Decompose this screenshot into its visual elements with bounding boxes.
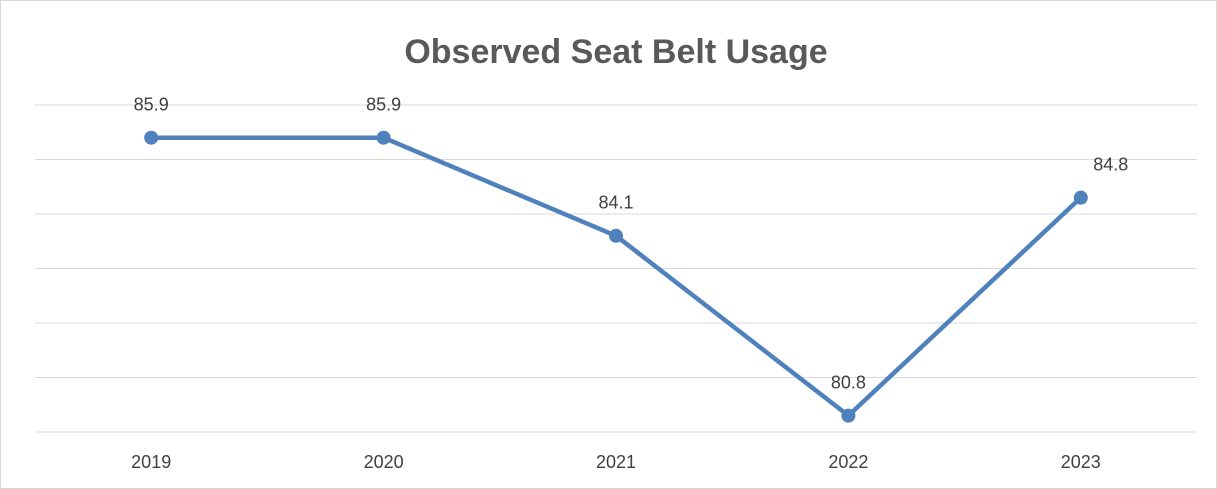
data-label: 84.8 bbox=[1093, 154, 1128, 174]
data-point bbox=[841, 408, 856, 423]
chart-title: Observed Seat Belt Usage bbox=[404, 33, 827, 71]
data-point bbox=[609, 228, 623, 243]
x-tick-label: 2021 bbox=[596, 452, 636, 472]
x-tick-label: 2019 bbox=[131, 452, 171, 472]
x-tick-label: 2023 bbox=[1061, 452, 1101, 472]
data-point bbox=[376, 130, 391, 145]
x-tick-label: 2022 bbox=[828, 452, 868, 472]
data-point bbox=[1073, 190, 1088, 205]
data-label: 84.1 bbox=[598, 193, 633, 213]
data-label: 85.9 bbox=[366, 94, 401, 114]
x-tick-label: 2020 bbox=[364, 452, 404, 472]
data-point bbox=[144, 130, 159, 145]
data-label: 85.9 bbox=[134, 94, 169, 114]
data-label: 80.8 bbox=[831, 372, 866, 392]
